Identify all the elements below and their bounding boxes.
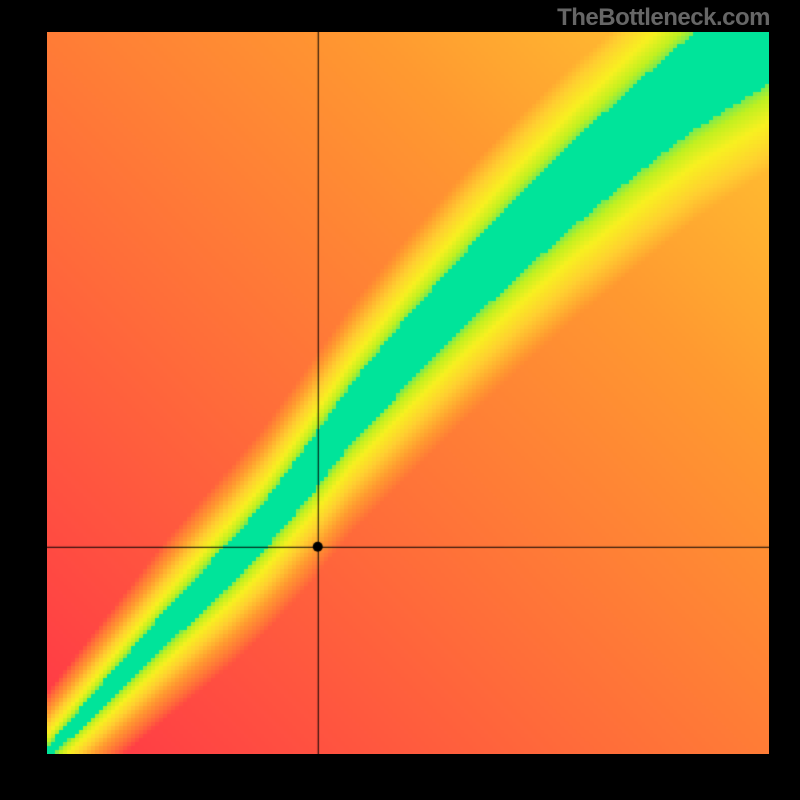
watermark-text: TheBottleneck.com bbox=[557, 4, 770, 32]
heatmap-canvas bbox=[47, 32, 769, 754]
heatmap-plot bbox=[47, 32, 769, 754]
